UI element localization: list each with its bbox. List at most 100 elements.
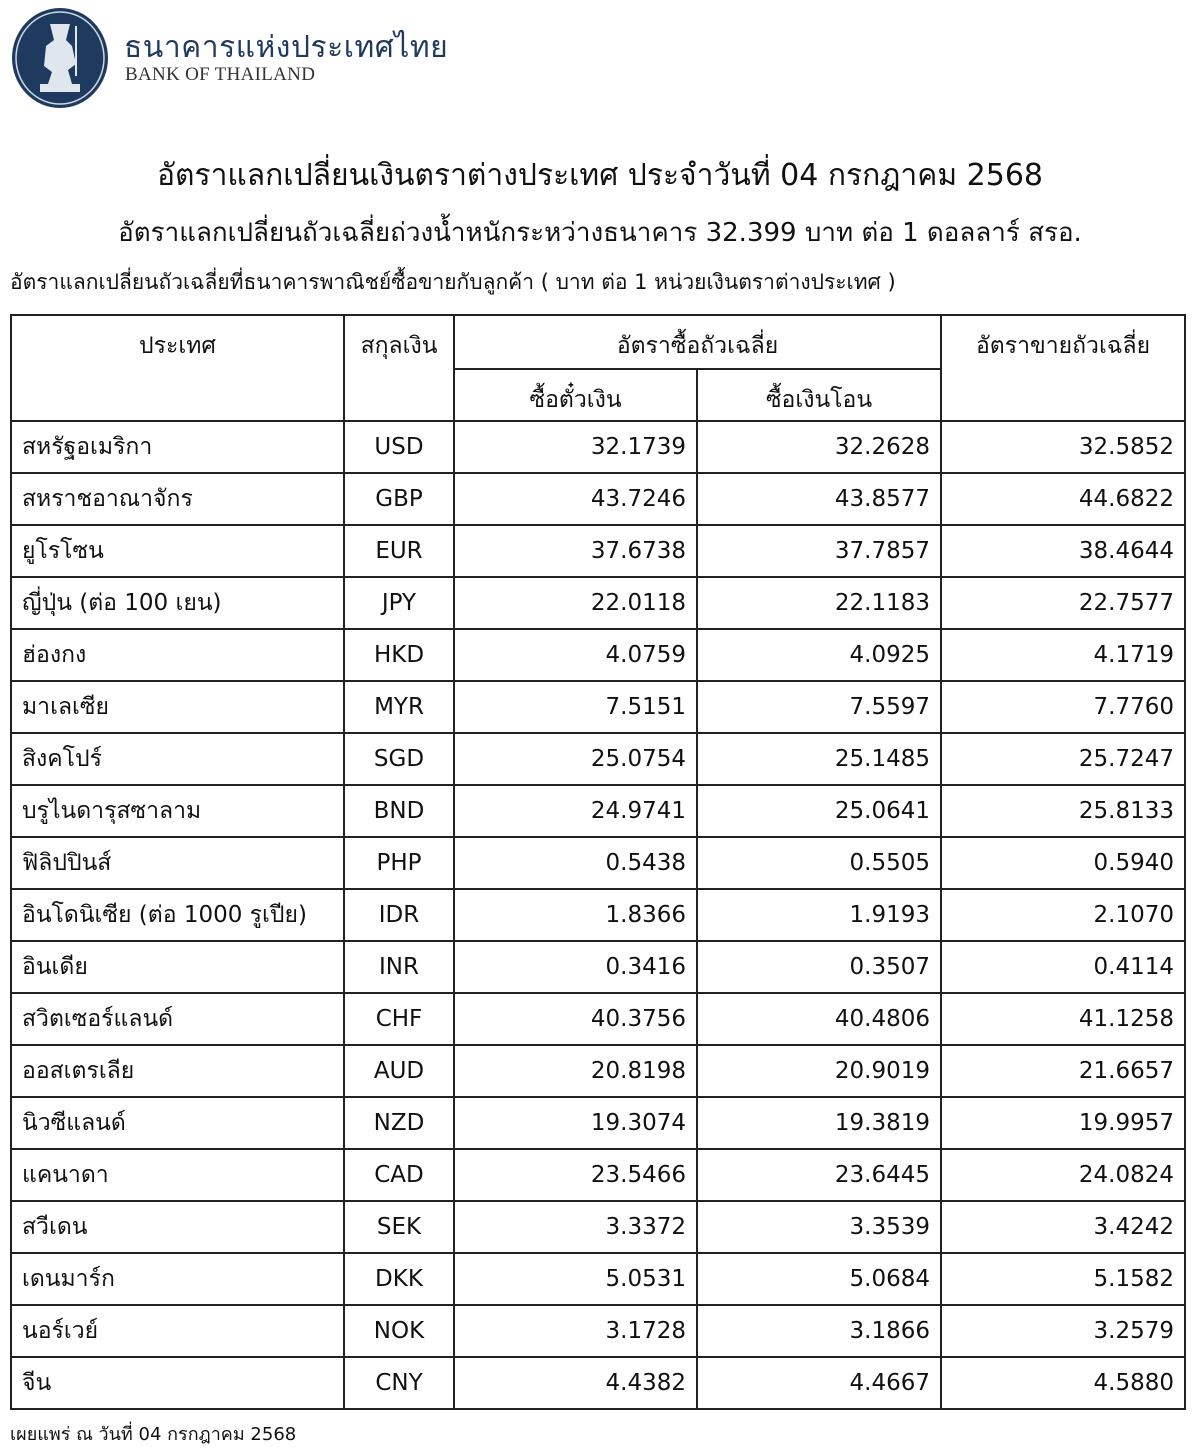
buying-sight-cell: 32.1739: [453, 420, 698, 474]
selling-cell: 24.0824: [940, 1148, 1187, 1202]
published-date: เผยแพร่ ณ วันที่ 04 กรกฎาคม 2568: [10, 1424, 297, 1445]
buying-transfer-cell: 22.1183: [695, 576, 943, 630]
currency-cell: AUD: [343, 1044, 455, 1098]
country-cell: นิวซีแลนด์: [10, 1096, 345, 1150]
country-cell: จีน: [10, 1356, 345, 1410]
buying-sight-cell: 7.5151: [453, 680, 698, 734]
buying-sight-cell: 3.3372: [453, 1200, 698, 1254]
country-cell: สหรัฐอเมริกา: [10, 420, 345, 474]
country-cell: ฮ่องกง: [10, 628, 345, 682]
table-row: เดนมาร์ก DKK 5.0531 5.0684 5.1582: [10, 1252, 1187, 1306]
currency-cell: IDR: [343, 888, 455, 942]
buying-sight-cell: 43.7246: [453, 472, 698, 526]
table-row: ยูโรโซน EUR 37.6738 37.7857 38.4644: [10, 524, 1187, 578]
currency-cell: NZD: [343, 1096, 455, 1150]
buying-transfer-cell: 0.5505: [695, 836, 943, 890]
selling-cell: 2.1070: [940, 888, 1187, 942]
buying-transfer-cell: 0.3507: [695, 940, 943, 994]
buying-sight-cell: 1.8366: [453, 888, 698, 942]
selling-cell: 3.4242: [940, 1200, 1187, 1254]
buying-transfer-cell: 4.0925: [695, 628, 943, 682]
selling-cell: 3.2579: [940, 1304, 1187, 1358]
table-row: นิวซีแลนด์ NZD 19.3074 19.3819 19.9957: [10, 1096, 1187, 1150]
buying-transfer-cell: 4.4667: [695, 1356, 943, 1410]
buying-sight-cell: 4.4382: [453, 1356, 698, 1410]
table-row: จีน CNY 4.4382 4.4667 4.5880: [10, 1356, 1187, 1410]
header-selling: อัตราขายถัวเฉลี่ย: [940, 314, 1187, 422]
buying-transfer-cell: 43.8577: [695, 472, 943, 526]
table-row: นอร์เวย์ NOK 3.1728 3.1866 3.2579: [10, 1304, 1187, 1358]
buying-transfer-cell: 19.3819: [695, 1096, 943, 1150]
buying-transfer-cell: 1.9193: [695, 888, 943, 942]
country-cell: สวีเดน: [10, 1200, 345, 1254]
country-cell: แคนาดา: [10, 1148, 345, 1202]
buying-transfer-cell: 23.6445: [695, 1148, 943, 1202]
buying-sight-cell: 5.0531: [453, 1252, 698, 1306]
bank-name-thai: ธนาคารแห่งประเทศไทย: [124, 30, 449, 65]
country-cell: นอร์เวย์: [10, 1304, 345, 1358]
country-cell: บรูไนดารุสซาลาม: [10, 784, 345, 838]
bank-name-english: BANK OF THAILAND: [125, 64, 316, 85]
table-row: แคนาดา CAD 23.5466 23.6445 24.0824: [10, 1148, 1187, 1202]
currency-cell: DKK: [343, 1252, 455, 1306]
country-cell: เดนมาร์ก: [10, 1252, 345, 1306]
buying-transfer-cell: 3.1866: [695, 1304, 943, 1358]
table-row: บรูไนดารุสซาลาม BND 24.9741 25.0641 25.8133: [10, 784, 1187, 838]
buying-transfer-cell: 25.1485: [695, 732, 943, 786]
buying-transfer-cell: 20.9019: [695, 1044, 943, 1098]
buying-transfer-cell: 5.0684: [695, 1252, 943, 1306]
buying-sight-cell: 19.3074: [453, 1096, 698, 1150]
currency-cell: JPY: [343, 576, 455, 630]
currency-cell: SGD: [343, 732, 455, 786]
currency-cell: INR: [343, 940, 455, 994]
table-row: ญี่ปุ่น (ต่อ 100 เยน) JPY 22.0118 22.1183 22…: [10, 576, 1187, 630]
currency-cell: SEK: [343, 1200, 455, 1254]
buying-transfer-cell: 3.3539: [695, 1200, 943, 1254]
buying-sight-cell: 37.6738: [453, 524, 698, 578]
buying-transfer-cell: 25.0641: [695, 784, 943, 838]
country-cell: ยูโรโซน: [10, 524, 345, 578]
buying-transfer-cell: 32.2628: [695, 420, 943, 474]
selling-cell: 4.1719: [940, 628, 1187, 682]
buying-sight-cell: 40.3756: [453, 992, 698, 1046]
table-row: ฮ่องกง HKD 4.0759 4.0925 4.1719: [10, 628, 1187, 682]
buying-sight-cell: 20.8198: [453, 1044, 698, 1098]
table-row: สวิตเซอร์แลนด์ CHF 40.3756 40.4806 41.1258: [10, 992, 1187, 1046]
buying-sight-cell: 0.3416: [453, 940, 698, 994]
selling-cell: 21.6657: [940, 1044, 1187, 1098]
selling-cell: 44.6822: [940, 472, 1187, 526]
country-cell: สหราชอาณาจักร: [10, 472, 345, 526]
selling-cell: 41.1258: [940, 992, 1187, 1046]
buying-sight-cell: 0.5438: [453, 836, 698, 890]
currency-cell: CHF: [343, 992, 455, 1046]
currency-cell: CNY: [343, 1356, 455, 1410]
table-body: สหรัฐอเมริกา USD 32.1739 32.2628 32.5852 สหรา…: [10, 420, 1187, 1410]
table-row: สิงคโปร์ SGD 25.0754 25.1485 25.7247: [10, 732, 1187, 786]
table-row: ออสเตรเลีย AUD 20.8198 20.9019 21.6657: [10, 1044, 1187, 1098]
selling-cell: 38.4644: [940, 524, 1187, 578]
country-cell: สวิตเซอร์แลนด์: [10, 992, 345, 1046]
country-cell: อินโดนิเซีย (ต่อ 1000 รูเปีย): [10, 888, 345, 942]
table-caption: อัตราแลกเปลี่ยนถัวเฉลี่ยที่ธนาคารพาณิชย์…: [10, 270, 896, 294]
table-row: อินโดนิเซีย (ต่อ 1000 รูเปีย) IDR 1.8366 1.…: [10, 888, 1187, 942]
buying-transfer-cell: 37.7857: [695, 524, 943, 578]
header-country: ประเทศ: [10, 314, 345, 422]
bank-of-thailand-seal-logo: [12, 8, 108, 108]
country-cell: ฟิลิปปินส์: [10, 836, 345, 890]
selling-cell: 0.5940: [940, 836, 1187, 890]
currency-cell: HKD: [343, 628, 455, 682]
header-buying-sight: ซื้อตั๋วเงิน: [453, 368, 698, 422]
table-row: สวีเดน SEK 3.3372 3.3539 3.4242: [10, 1200, 1187, 1254]
selling-cell: 25.8133: [940, 784, 1187, 838]
buying-sight-cell: 3.1728: [453, 1304, 698, 1358]
selling-cell: 5.1582: [940, 1252, 1187, 1306]
header-currency: สกุลเงิน: [343, 314, 455, 422]
selling-cell: 4.5880: [940, 1356, 1187, 1410]
currency-cell: MYR: [343, 680, 455, 734]
country-cell: อินเดีย: [10, 940, 345, 994]
selling-cell: 25.7247: [940, 732, 1187, 786]
selling-cell: 7.7760: [940, 680, 1187, 734]
buying-transfer-cell: 40.4806: [695, 992, 943, 1046]
buying-sight-cell: 4.0759: [453, 628, 698, 682]
table-row: สหรัฐอเมริกา USD 32.1739 32.2628 32.5852: [10, 420, 1187, 474]
